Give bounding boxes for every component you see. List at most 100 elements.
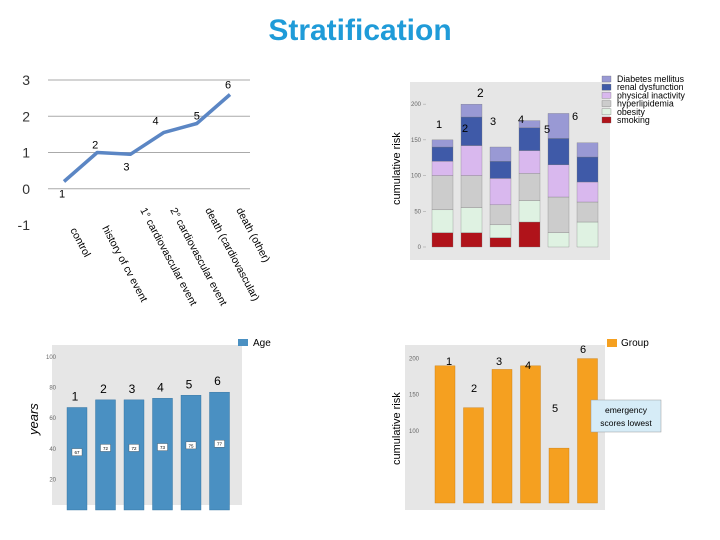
risk-factor-header-number: 2	[477, 86, 484, 100]
risk-factor-bar-segment	[547, 164, 570, 198]
risk-factor-bar-segment	[431, 175, 454, 211]
age-value-label: 72	[131, 446, 137, 451]
risk-factor-bar-segment	[576, 142, 599, 158]
risk-factor-bar-segment	[576, 201, 599, 223]
group-category-label: 1	[446, 356, 452, 368]
risk-factor-category-label: 5	[544, 124, 550, 136]
group-y-tick: 100	[409, 429, 420, 435]
group-annotation-box: emergency scores lowest	[590, 399, 662, 433]
age-chart: years Age 100 80 60 40 20 67 72 72 73 75 77 1 2 3 4 5…	[26, 338, 271, 511]
stratification-category-label: history of cv event	[99, 224, 149, 304]
age-y-tick: 100	[46, 355, 57, 361]
group-annotation-line1: emergency	[605, 405, 648, 415]
risk-factor-bar-segment	[489, 204, 512, 226]
group-chart: cumulative risk Group 200 150 100 1 2 3 4 5 6 e…	[391, 338, 662, 504]
group-category-label: 4	[525, 360, 531, 372]
risk-factor-legend-label: physical inactivity	[617, 90, 686, 100]
risk-factor-category-label: 3	[490, 116, 496, 128]
stratification-point-label: 3	[123, 161, 129, 173]
risk-factor-legend-swatch	[601, 84, 612, 91]
risk-factor-bar-segment	[547, 232, 570, 248]
age-value-box	[157, 443, 168, 451]
risk-factor-bar-segment	[518, 200, 541, 223]
risk-factor-bar-segment	[518, 221, 541, 248]
age-value-box	[100, 444, 111, 452]
risk-factor-legend-label: obesity	[617, 107, 645, 117]
age-category-label: 1	[72, 389, 79, 403]
page-title: Stratification	[268, 14, 452, 47]
risk-factor-bar-segment	[518, 173, 541, 201]
age-y-tick: 40	[49, 447, 56, 453]
risk-factor-bar-segment	[576, 156, 599, 183]
risk-factor-y-tick: 50	[414, 209, 421, 215]
risk-factor-legend-swatch	[601, 92, 612, 99]
group-category-label: 2	[471, 383, 477, 395]
group-annotation-line2: scores lowest	[600, 418, 652, 428]
age-value-label: 67	[74, 450, 80, 455]
group-y-tick: 200	[409, 357, 420, 363]
stratification-y-tick: 2	[22, 108, 30, 124]
risk-factor-bar-segment	[489, 237, 512, 248]
risk-factor-bar-segment	[460, 207, 483, 233]
risk-factor-bar-segment	[576, 221, 599, 248]
age-value-label: 75	[188, 443, 194, 448]
group-bar	[491, 369, 513, 504]
risk-factor-legend-swatch	[601, 108, 612, 115]
age-y-label: years	[26, 403, 41, 436]
risk-factor-legend-label: hyperlipidemia	[617, 99, 674, 109]
age-value-box	[128, 444, 140, 452]
risk-factor-legend-label: Diabetes mellitus	[617, 75, 685, 84]
risk-factor-y-tick: 150	[411, 138, 422, 144]
age-bar	[152, 398, 173, 511]
stratification-y-tick: 0	[22, 181, 30, 197]
age-category-label: 3	[129, 382, 136, 396]
risk-factor-legend-swatch	[601, 100, 612, 107]
stratification-point-label: 6	[225, 80, 231, 92]
age-value-box	[185, 441, 197, 450]
risk-factor-bar-segment	[518, 150, 541, 174]
stratification-y-tick: 3	[22, 72, 30, 88]
age-category-label: 6	[214, 374, 221, 388]
risk-factor-legend-swatch	[601, 116, 612, 124]
stratification-point-label: 1	[59, 189, 65, 201]
age-y-tick: 60	[49, 416, 56, 422]
risk-factor-bar-segment	[460, 175, 483, 208]
stratification-point-label: 4	[153, 116, 159, 128]
risk-factor-bar-segment	[431, 209, 454, 233]
group-y-tick: 150	[409, 393, 420, 399]
risk-factor-bar-segment	[576, 181, 599, 203]
risk-factor-bar-segment	[518, 120, 541, 128]
risk-factor-y-label: cumulative risk	[391, 132, 403, 205]
age-value-label: 73	[160, 445, 166, 450]
age-y-tick: 80	[49, 386, 56, 392]
risk-factor-bar-segment	[518, 127, 541, 151]
stratification-category-label: control	[67, 226, 92, 259]
risk-factor-bar-segment	[489, 146, 512, 162]
risk-factor-y-tick: 200	[411, 102, 422, 108]
age-y-tick: 20	[49, 477, 56, 483]
risk-factor-bar-segment	[460, 232, 483, 248]
risk-factor-bar-segment	[431, 232, 454, 248]
risk-factor-category-label: 1	[436, 119, 442, 131]
age-value-label: 77	[217, 442, 223, 447]
risk-factor-bar-segment	[489, 224, 512, 238]
age-legend-label: Age	[253, 338, 271, 349]
age-bar	[123, 399, 145, 511]
age-category-label: 5	[186, 377, 193, 391]
age-bar	[180, 395, 202, 511]
age-bar	[95, 399, 116, 511]
risk-factor-bar-segment	[460, 103, 483, 118]
age-value-box	[214, 440, 225, 448]
age-value-box	[71, 448, 83, 456]
stratification-point-label: 5	[194, 111, 200, 123]
group-bar	[520, 365, 541, 504]
age-category-label: 4	[157, 380, 164, 394]
group-y-label: cumulative risk	[391, 392, 403, 465]
stratification-y-tick: -1	[18, 217, 31, 233]
age-bar	[209, 391, 230, 511]
risk-factor-chart: cumulative risk 2 200 150 100 50 0 1 2 3 4 5 6 Di…	[391, 75, 686, 251]
age-value-label: 72	[103, 446, 109, 451]
group-legend-swatch	[607, 339, 617, 347]
group-category-label: 3	[496, 356, 502, 368]
age-legend-swatch	[238, 339, 248, 346]
